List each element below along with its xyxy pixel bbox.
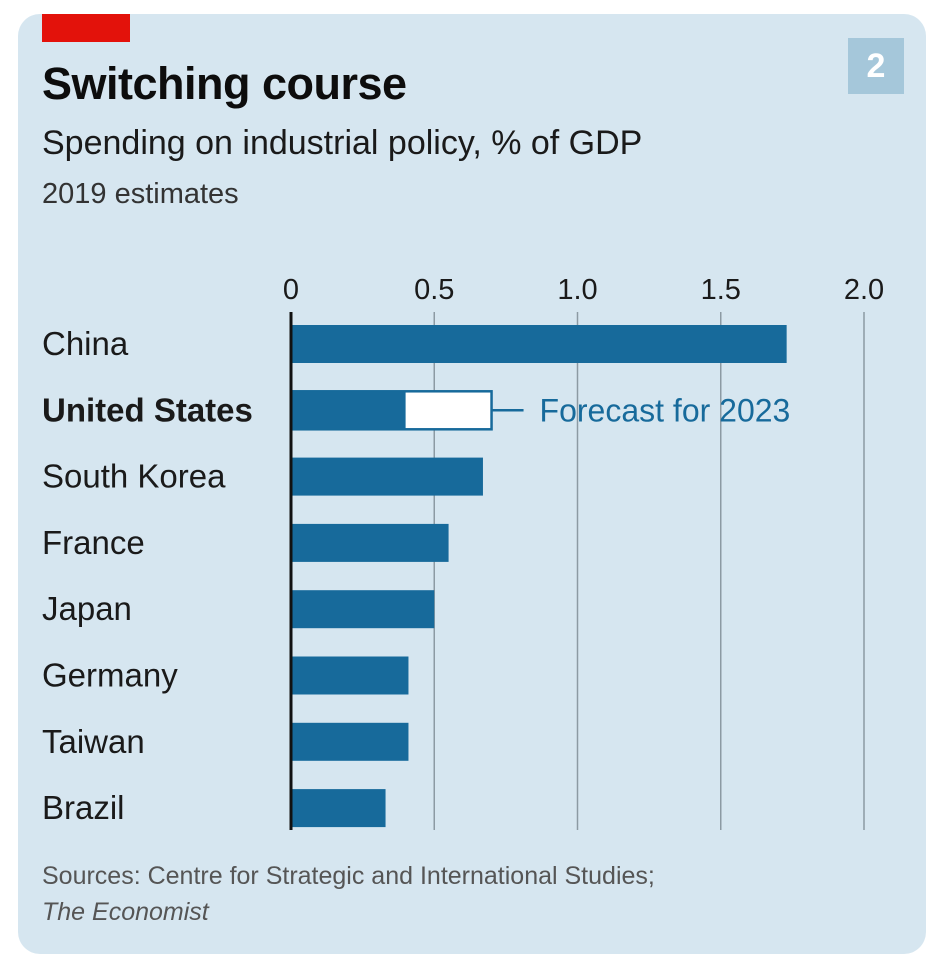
- x-tick-label: 0: [283, 274, 299, 306]
- chart-title: Switching course: [42, 58, 407, 109]
- bar: [291, 391, 406, 430]
- x-tick-label: 1.0: [557, 274, 597, 306]
- category-label: United States: [42, 391, 253, 428]
- category-label: Japan: [42, 590, 132, 627]
- bar: [291, 523, 449, 562]
- x-tick-label: 1.5: [701, 274, 741, 306]
- brand-red-tag: [42, 14, 130, 42]
- chart-note: 2019 estimates: [42, 178, 239, 210]
- x-tick-label: 0.5: [414, 274, 454, 306]
- bar: [291, 789, 386, 828]
- source-text: Sources: Centre for Strategic and Intern…: [42, 862, 655, 890]
- category-label: China: [42, 325, 129, 362]
- bar-chart: 0 0.5 1.0 1.5 2.0 China United States Forecast …: [42, 274, 884, 830]
- category-label: Germany: [42, 657, 178, 694]
- chart-subtitle: Spending on industrial policy, % of GDP: [42, 124, 643, 162]
- source-publication: The Economist: [42, 898, 209, 926]
- bar: [291, 457, 483, 496]
- bar: [291, 722, 409, 761]
- source-note: Sources: Centre for Strategic and Intern…: [42, 858, 655, 930]
- bar: [291, 656, 409, 695]
- category-label: Brazil: [42, 789, 125, 826]
- category-label: South Korea: [42, 458, 226, 495]
- chart-card: Switching course Spending on industrial …: [18, 14, 926, 954]
- figure-number-badge: 2: [848, 38, 904, 94]
- bar: [291, 325, 787, 363]
- category-label: France: [42, 524, 145, 561]
- bar: [291, 590, 435, 629]
- annotation-label: Forecast for 2023: [540, 392, 791, 428]
- category-label: Taiwan: [42, 723, 145, 760]
- x-tick-label: 2.0: [844, 274, 884, 306]
